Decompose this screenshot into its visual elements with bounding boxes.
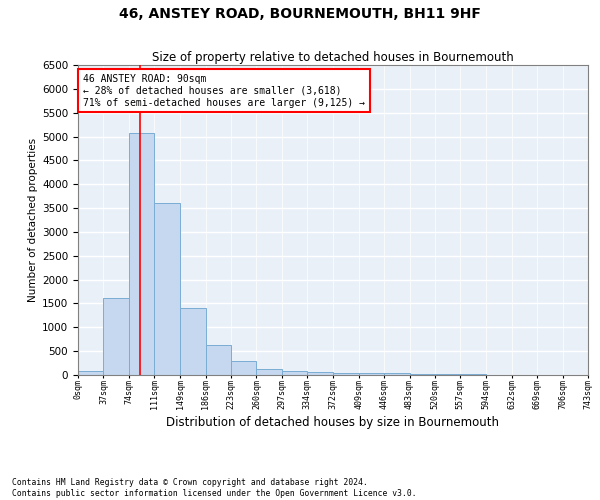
Bar (154, 204, 180, 375)
Bar (359, 373, 384, 375)
X-axis label: Distribution of detached houses by size in Bournemouth: Distribution of detached houses by size … (167, 416, 499, 429)
Bar (180, 308, 206, 375)
Bar (460, 374, 486, 375)
Text: Contains HM Land Registry data © Crown copyright and database right 2024.
Contai: Contains HM Land Registry data © Crown c… (12, 478, 416, 498)
Text: 46 ANSTEY ROAD: 90sqm
← 28% of detached houses are smaller (3,618)
71% of semi-d: 46 ANSTEY ROAD: 90sqm ← 28% of detached … (83, 74, 365, 108)
Bar (206, 346, 231, 375)
Bar (334, 373, 359, 375)
Title: Size of property relative to detached houses in Bournemouth: Size of property relative to detached ho… (152, 51, 514, 64)
Bar (282, 371, 307, 375)
Bar (129, 133, 154, 375)
Y-axis label: Number of detached properties: Number of detached properties (28, 138, 38, 302)
Bar (384, 374, 410, 375)
Bar (307, 372, 334, 375)
Bar (78, 372, 103, 375)
Text: 46, ANSTEY ROAD, BOURNEMOUTH, BH11 9HF: 46, ANSTEY ROAD, BOURNEMOUTH, BH11 9HF (119, 8, 481, 22)
Bar (231, 360, 256, 375)
Bar (435, 374, 460, 375)
Bar (103, 298, 129, 375)
Bar (256, 368, 282, 375)
Bar (410, 374, 435, 375)
